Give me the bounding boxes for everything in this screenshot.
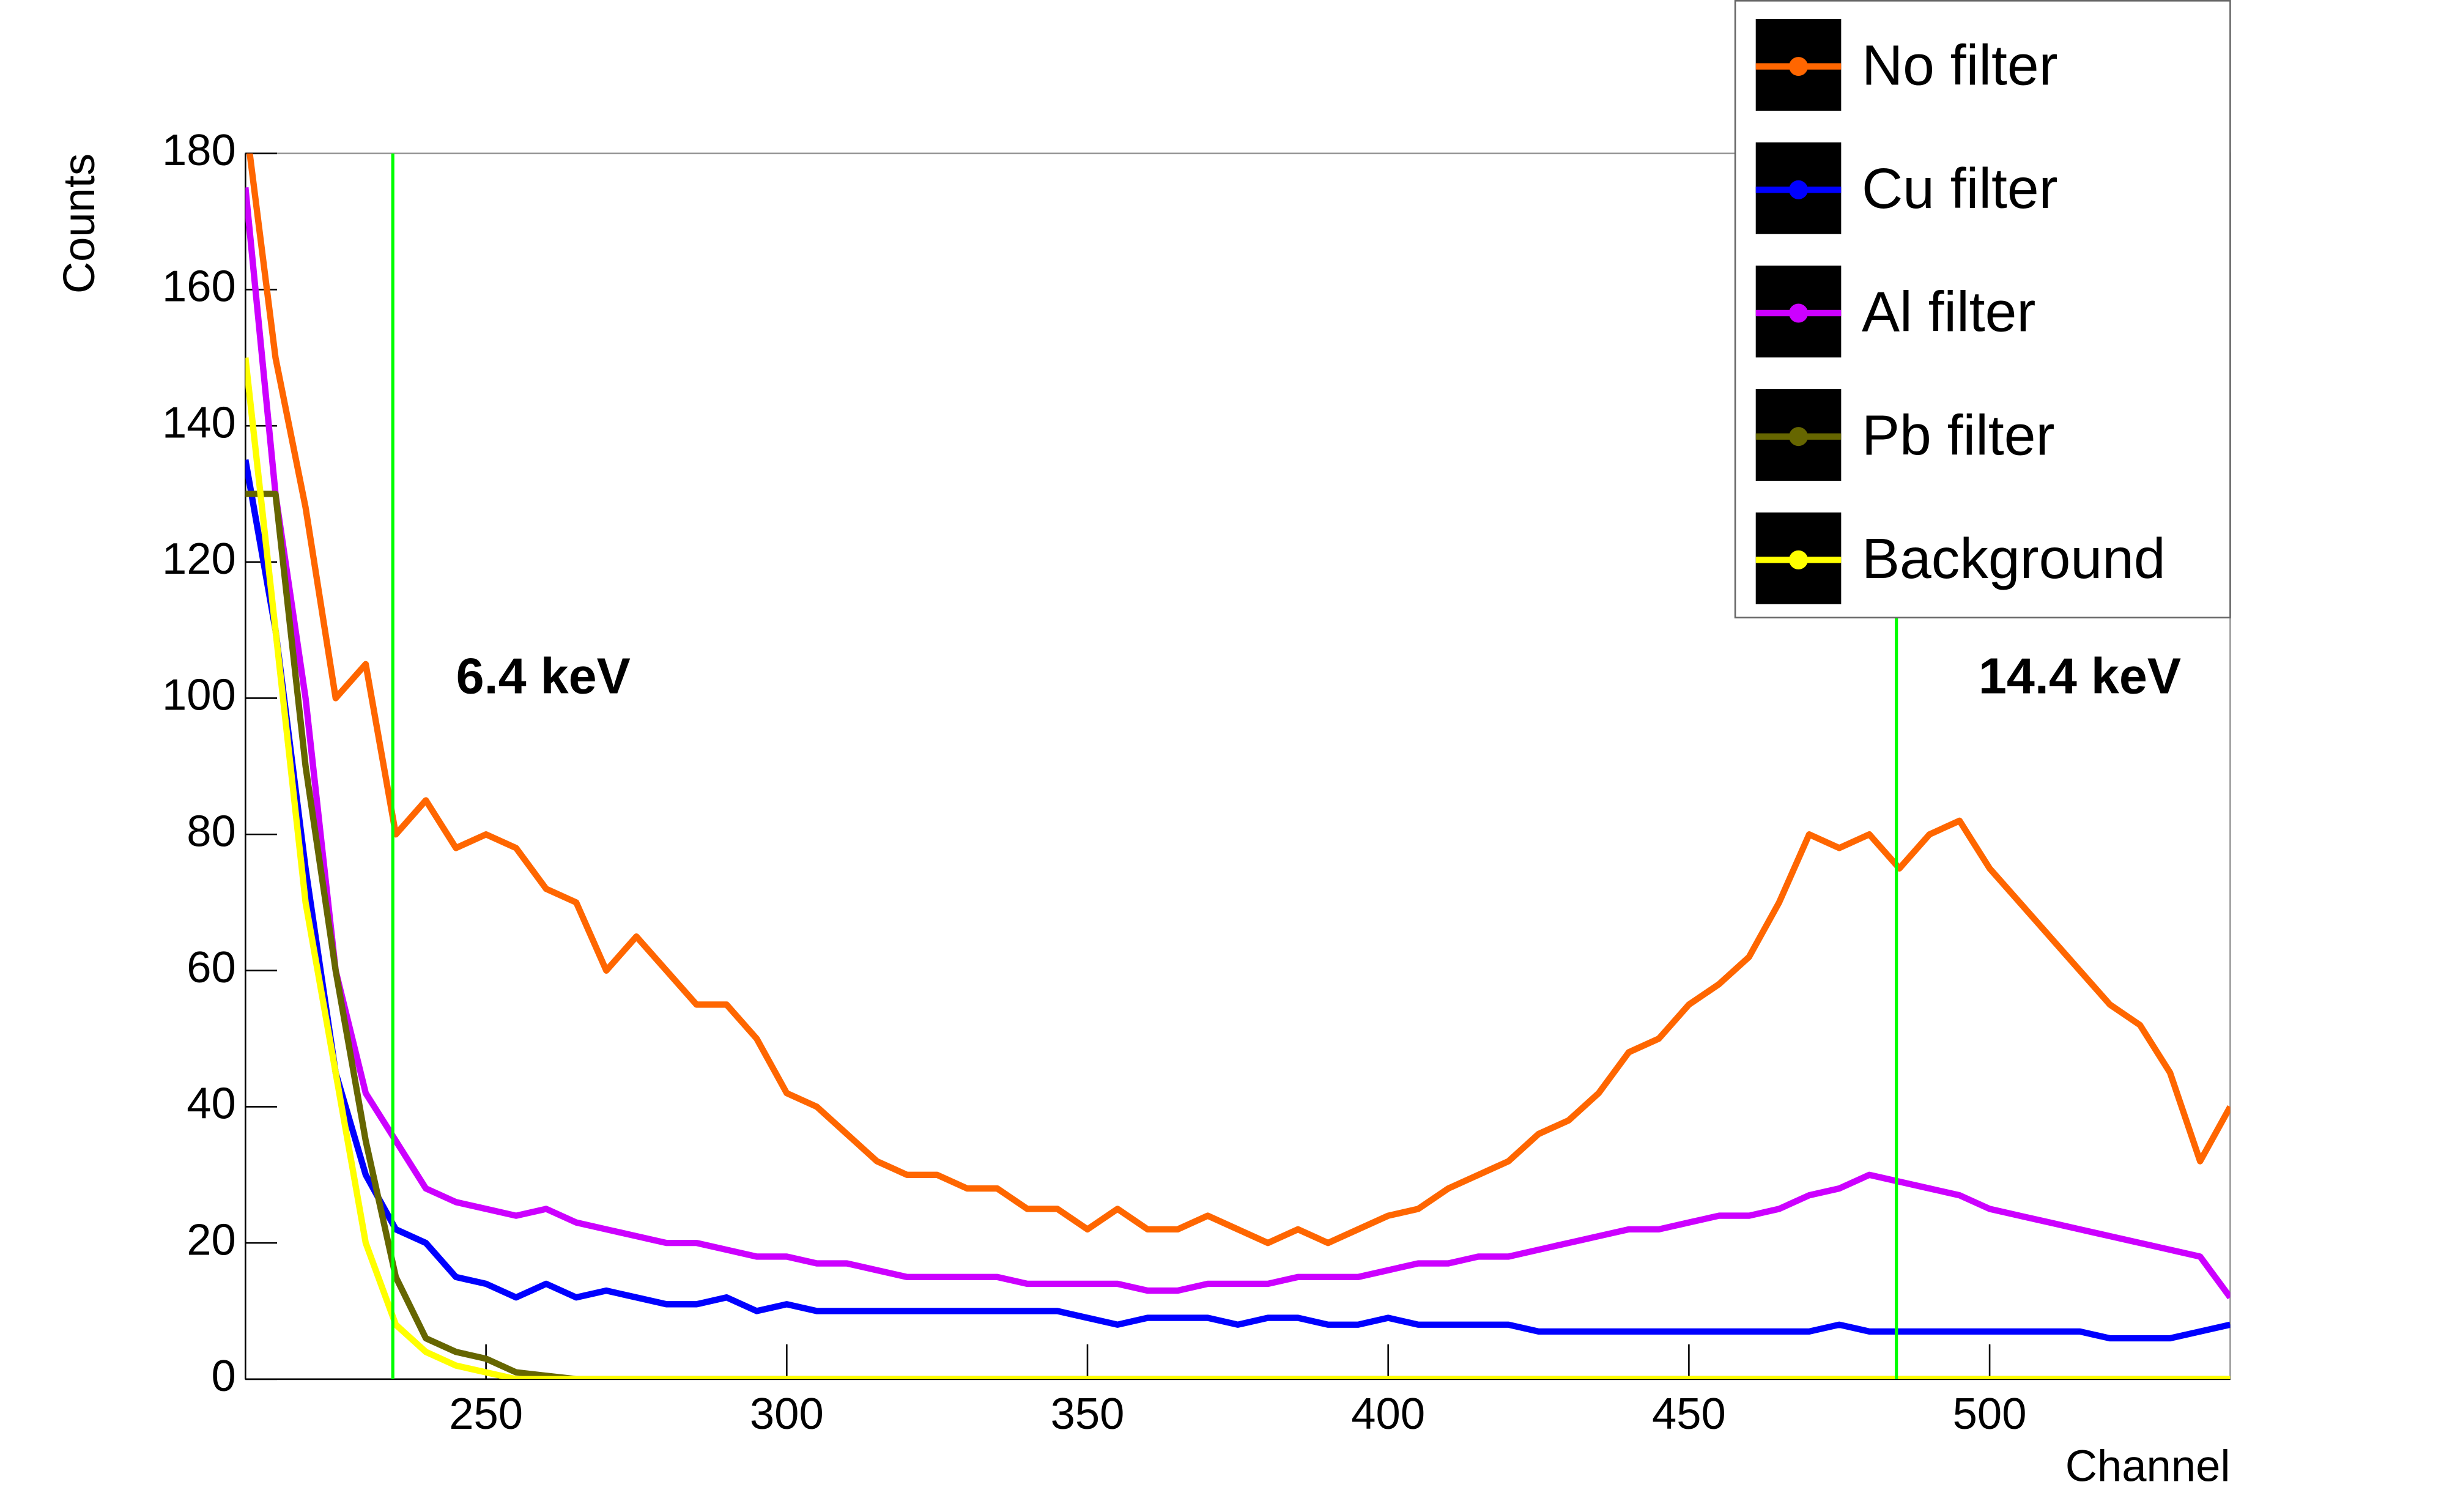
- y-tick-label: 0: [212, 1351, 236, 1401]
- legend-label: No filter: [1862, 33, 2058, 97]
- y-tick-label: 160: [162, 262, 236, 311]
- y-tick-label: 180: [162, 125, 236, 175]
- y-tick-label: 120: [162, 534, 236, 584]
- series-line: [245, 459, 2231, 1342]
- legend-label: Al filter: [1862, 280, 2035, 344]
- x-tick-label: 350: [1051, 1389, 1125, 1439]
- annotation: 14.4 keV: [1979, 648, 2181, 705]
- x-tick-label: 250: [449, 1389, 523, 1439]
- legend-label: Pb filter: [1862, 403, 2055, 467]
- y-axis-label: Counts: [54, 154, 104, 294]
- series-line: [246, 153, 2231, 1247]
- legend-marker: [1789, 57, 1809, 76]
- x-tick-label: 450: [1652, 1389, 1726, 1439]
- y-tick-label: 100: [162, 670, 236, 720]
- legend: No filter Cu filter Al filter Pb filter Back…: [1734, 0, 2231, 619]
- legend-marker: [1789, 550, 1809, 569]
- y-tick-label: 140: [162, 398, 236, 447]
- legend-marker: [1789, 303, 1809, 323]
- legend-label: Background: [1862, 527, 2166, 590]
- y-tick-label: 40: [187, 1079, 236, 1128]
- series-line: [245, 491, 2231, 1379]
- legend-label: Cu filter: [1862, 157, 2058, 220]
- legend-marker: [1789, 180, 1809, 199]
- y-tick-label: 80: [187, 806, 236, 856]
- series-line: [245, 187, 2231, 1300]
- x-axis-label: Channel: [2065, 1441, 2231, 1491]
- plot-area: [245, 153, 2231, 1379]
- annotation: 6.4 keV: [456, 648, 631, 705]
- x-tick-label: 300: [750, 1389, 824, 1439]
- y-tick-label: 20: [187, 1215, 236, 1264]
- x-tick-label: 500: [1953, 1389, 2027, 1439]
- x-tick-label: 400: [1351, 1389, 1425, 1439]
- y-tick-label: 60: [187, 943, 236, 992]
- legend-marker: [1789, 427, 1809, 447]
